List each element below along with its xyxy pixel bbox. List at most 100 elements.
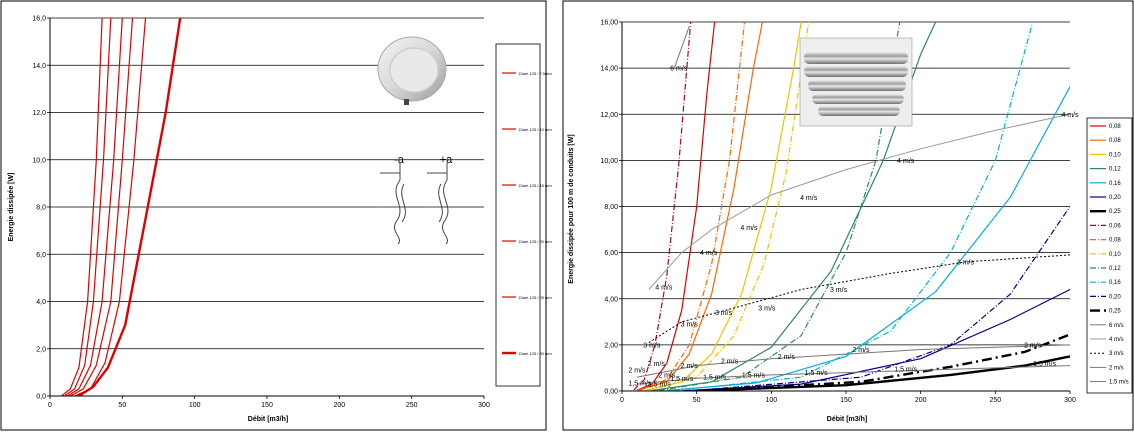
x-tick-label: 200 (915, 397, 927, 404)
legend-label: 2 m/s (1109, 365, 1124, 371)
series-line-11 (674, 22, 1034, 391)
series-line-16 (648, 254, 1070, 344)
legend-label: Diam 125 / 25 mm (519, 295, 552, 300)
legend-label: 0,08 (1109, 238, 1121, 244)
series-line-14 (673, 26, 690, 69)
speed-annotation: 1,5 m/s (805, 370, 828, 377)
x-tick-label: 200 (333, 402, 345, 409)
legend-label: 4 m/s (1109, 337, 1124, 343)
legend-label: 6 m/s (1109, 323, 1124, 329)
legend-label: 0,16 (1109, 181, 1121, 187)
x-tick-label: 0 (48, 402, 52, 409)
series-line-12 (689, 206, 1070, 391)
y-tick-label: 8,0 (36, 205, 46, 212)
x-tick-label: 150 (840, 397, 852, 404)
speed-annotation: 2 m/s (721, 359, 739, 366)
y-tick-label: 4,00 (604, 296, 618, 303)
speed-annotation: 2 m/s (1024, 342, 1042, 349)
series-line-3 (70, 18, 134, 396)
speed-annotation: 4 m/s (740, 225, 758, 232)
legend-label: 0,20 (1109, 294, 1121, 300)
speed-annotation: 3 m/s (957, 259, 975, 266)
y-tick-label: 10,00 (600, 158, 618, 165)
y-tick-label: 16,00 (600, 20, 618, 27)
series-line-15 (648, 113, 1070, 290)
chart-right: 6 m/s 4 m/s 4 m/s 4 m/s 4 m/s 4 m/s 4 m/s 3 m/s… (562, 0, 1134, 431)
y-tick-label: 4,0 (36, 299, 46, 306)
speed-annotation: 2 m/s (628, 368, 646, 375)
speed-annotation: 1,5 m/s (1033, 361, 1056, 368)
speed-annotation: 1,5 m/s (894, 367, 917, 374)
x-tick-label: 250 (406, 402, 418, 409)
speed-annotation: 1,5 m/s (742, 372, 765, 379)
legend-label: 0,08 (1109, 124, 1121, 130)
duct-image-tube-4 (812, 94, 904, 104)
speed-annotation: 3 m/s (681, 322, 699, 329)
speed-annotation: 4 m/s (700, 250, 718, 257)
chart-right-axes: 0,00 2,00 4,00 6,00 8,00 10,00 12,00 14,00 16,00… (600, 20, 1075, 405)
chart-right-illustration (799, 37, 913, 127)
y-tick-label: 16,0 (32, 16, 46, 23)
series-line-5 (681, 288, 1070, 391)
x-tick-label: 300 (478, 402, 490, 409)
y-tick-label: 0,0 (36, 394, 46, 401)
chart-left-series (61, 18, 182, 396)
speed-annotation: 4 m/s (1061, 112, 1079, 119)
y-tick-label: 0,00 (604, 389, 618, 396)
speed-annotation: 4 m/s (800, 195, 818, 202)
legend-label: 0,16 (1109, 280, 1121, 286)
legend-label: 0,08 (1109, 138, 1121, 144)
speed-annotation: 1,5 m/s (628, 380, 651, 387)
y-tick-label: 6,00 (604, 250, 618, 257)
chart-left: -a +a 0,0 2,0 4,0 6,0 8,0 10,0 12,0 14,0 16,0 0 50… (0, 0, 552, 431)
series-line-5 (78, 18, 182, 396)
legend-label: 0,20 (1109, 195, 1121, 201)
series-line-2 (67, 18, 123, 396)
speed-annotation: 4 m/s (897, 158, 915, 165)
y-tick-label: 2,00 (604, 342, 618, 349)
legend-label: Diam 125 / 15 mm (519, 183, 552, 188)
y-tick-label: 12,0 (32, 110, 46, 117)
blade-label-plus: +a (440, 154, 453, 166)
x-tick-label: 50 (118, 402, 126, 409)
speed-annotation: 2 m/s (648, 361, 666, 368)
x-tick-label: 300 (1064, 397, 1076, 404)
chart-left-x-axis-label: Débit [m3/h] (248, 416, 288, 423)
legend-label: Diam 125 / 20 mm (519, 239, 552, 244)
y-tick-label: 14,00 (600, 66, 618, 73)
series-line-1 (64, 18, 112, 396)
x-tick-label: 100 (189, 402, 201, 409)
series-line-1 (636, 22, 763, 391)
series-line-10 (659, 22, 901, 391)
speed-annotation: 1,5 m/s (703, 375, 726, 382)
chart-left-legend-box (495, 43, 541, 387)
chart-right-legend: 0,08 0,08 0,10 0,12 0,16 0,20 0,25 0,06 0,08 0,10… (1090, 124, 1129, 386)
speed-annotation: 2 m/s (681, 363, 699, 370)
speed-annotation: 2 m/s (778, 354, 796, 361)
legend-label: 0,25 (1109, 209, 1121, 215)
chart-right-legend-box (1086, 117, 1133, 394)
x-tick-label: 250 (989, 397, 1001, 404)
chart-right-annotations: 6 m/s 4 m/s 4 m/s 4 m/s 4 m/s 4 m/s 4 m/s 3 m/s… (628, 66, 1079, 389)
chart-left-illustration: -a +a (377, 36, 453, 245)
speed-annotation: 2 m/s (658, 372, 676, 379)
speed-annotation: 3 m/s (758, 305, 776, 312)
duct-image-tube-3 (808, 80, 906, 91)
series-line-0 (636, 22, 716, 391)
chart-left-legend: Diam 125 / 7,5mm Diam 125 / 10 mm Diam 125… (502, 71, 552, 356)
legend-label: Diam 125 / 10 mm (519, 127, 552, 132)
x-tick-label: 0 (620, 397, 624, 404)
series-line-18 (636, 365, 1070, 385)
y-tick-label: 12,00 (600, 112, 618, 119)
legend-label: 0,25 (1109, 309, 1121, 315)
series-line-0 (61, 18, 103, 396)
speed-annotation: 3 m/s (830, 287, 848, 294)
legend-label: 0,12 (1109, 266, 1121, 272)
chart-left-axes: 0,0 2,0 4,0 6,0 8,0 10,0 12,0 14,0 16,0 0 50 100 150… (32, 16, 490, 410)
legend-label: 0,06 (1109, 223, 1121, 229)
legend-label: 0,10 (1109, 252, 1121, 258)
speed-annotation: 1,5 m/s (648, 382, 671, 389)
duct-image-tube-5 (818, 106, 900, 116)
y-tick-label: 14,0 (32, 63, 46, 70)
air-valve-stem (404, 99, 409, 105)
